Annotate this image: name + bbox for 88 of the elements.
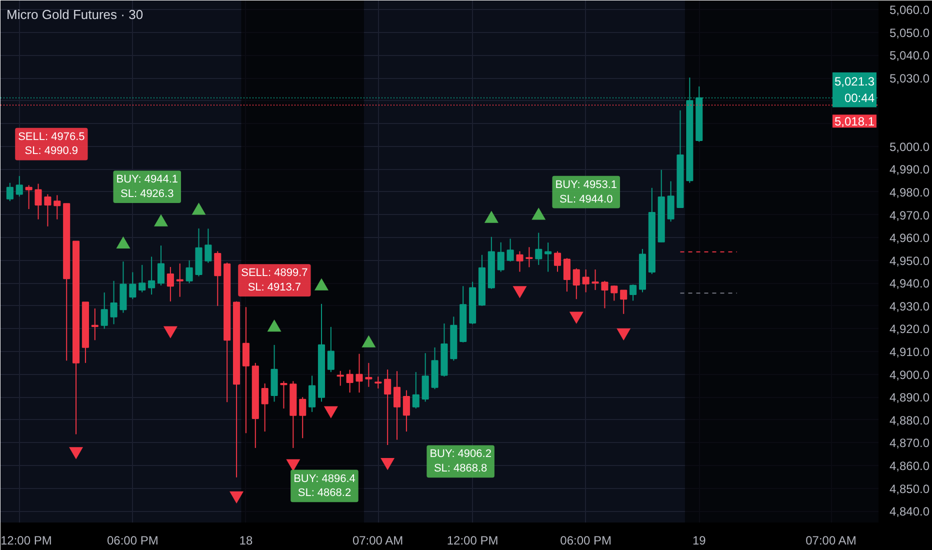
annotation: SELL: 4976.5 SL: 4990.9 bbox=[18, 130, 85, 158]
candlestick bbox=[336, 370, 344, 386]
candlestick bbox=[667, 180, 674, 222]
x-tick-label: 19 bbox=[692, 534, 706, 548]
candlestick bbox=[16, 176, 23, 198]
x-tick-label: 07:00 AM bbox=[806, 534, 856, 548]
candlestick bbox=[516, 250, 524, 272]
y-tick-label: 4,860.0 bbox=[890, 459, 930, 474]
candlestick bbox=[280, 380, 288, 410]
x-tick-label: 18 bbox=[239, 534, 253, 548]
candlestick bbox=[6, 182, 14, 202]
candlestick bbox=[544, 242, 552, 272]
candlestick bbox=[535, 232, 542, 266]
ref-line-label: 5,018.1 bbox=[834, 114, 875, 129]
candlestick bbox=[346, 369, 354, 394]
candlestick bbox=[506, 238, 514, 262]
candlestick bbox=[34, 183, 42, 220]
candlestick bbox=[630, 284, 637, 302]
candlestick bbox=[299, 396, 306, 439]
y-tick-label: 4,910.0 bbox=[890, 345, 930, 360]
y-tick-label: 4,950.0 bbox=[890, 254, 930, 268]
annotation: BUY: 4896.4 SL: 4868.2 bbox=[294, 472, 356, 500]
y-tick-label: 4,850.0 bbox=[890, 482, 930, 496]
y-tick-label: 4,880.0 bbox=[890, 413, 930, 428]
candlestick bbox=[384, 369, 392, 446]
y-tick-label: 4,840.0 bbox=[890, 504, 930, 519]
y-tick-label: 5,050.0 bbox=[890, 26, 930, 40]
x-tick-label: 12:00 PM bbox=[0, 534, 52, 548]
candlestick bbox=[148, 256, 156, 296]
candlestick bbox=[365, 362, 372, 388]
y-tick-label: 4,890.0 bbox=[890, 390, 930, 405]
candlestick bbox=[393, 370, 401, 440]
candlestick bbox=[554, 250, 562, 272]
y-tick-label: 5,060.0 bbox=[890, 3, 930, 18]
candlestick bbox=[308, 375, 316, 412]
candlestick bbox=[592, 268, 599, 290]
candlestick bbox=[204, 228, 212, 264]
y-tick-label: 4,970.0 bbox=[890, 208, 930, 222]
x-tick-label: 07:00 AM bbox=[352, 534, 404, 548]
y-tick-label: 4,930.0 bbox=[890, 299, 930, 314]
ref-line-label: 5,021.3 00:44 bbox=[834, 74, 875, 106]
y-tick-label: 5,000.0 bbox=[890, 140, 930, 154]
text: Micro Gold Futures · 30 bbox=[6, 7, 144, 22]
candlestick bbox=[100, 292, 108, 330]
candlestick bbox=[138, 264, 146, 293]
candlestick bbox=[54, 194, 61, 220]
annotation: BUY: 4953.1 SL: 4944.0 bbox=[555, 178, 618, 206]
y-tick-label: 4,920.0 bbox=[890, 322, 930, 336]
candlestick bbox=[129, 272, 136, 300]
y-tick-label: 5,030.0 bbox=[890, 72, 930, 86]
y-tick-label: 4,870.0 bbox=[890, 436, 930, 450]
x-tick-label: 12:00 PM bbox=[446, 534, 498, 548]
candlestick bbox=[157, 245, 165, 286]
annotation: SELL: 4899.7 SL: 4913.7 bbox=[241, 267, 308, 294]
x-tick-label: 06:00 PM bbox=[560, 534, 612, 548]
candlestick bbox=[572, 268, 580, 300]
candlestick bbox=[110, 280, 118, 325]
candlestick bbox=[214, 250, 222, 306]
x-tick-label: 06:00 PM bbox=[106, 534, 158, 548]
candlestick bbox=[25, 184, 32, 210]
y-tick-label: 5,040.0 bbox=[890, 48, 930, 63]
y-tick-label: 4,900.0 bbox=[890, 368, 930, 382]
candlestick bbox=[356, 353, 363, 394]
y-tick-label: 4,960.0 bbox=[890, 231, 930, 246]
candlestick bbox=[176, 263, 184, 298]
candlestick bbox=[582, 268, 590, 293]
candlestick bbox=[374, 376, 382, 389]
candlestick bbox=[44, 194, 52, 227]
candlestick bbox=[563, 258, 570, 292]
y-tick-label: 4,980.0 bbox=[890, 185, 930, 200]
candlestick bbox=[620, 289, 628, 314]
candlestick bbox=[610, 284, 618, 302]
annotation: BUY: 4906.2 SL: 4868.8 bbox=[430, 448, 492, 475]
candlestick bbox=[186, 260, 193, 284]
candlestick bbox=[327, 326, 334, 373]
candlestick bbox=[91, 308, 98, 341]
candlestick bbox=[166, 266, 174, 302]
candlestick bbox=[526, 246, 533, 268]
candlestick bbox=[412, 372, 420, 410]
candlestick bbox=[261, 382, 268, 432]
candlestick bbox=[601, 280, 608, 309]
y-tick-label: 4,990.0 bbox=[890, 162, 930, 177]
candlestick bbox=[497, 242, 504, 272]
candlestick bbox=[402, 390, 410, 432]
candlestick bbox=[422, 352, 429, 402]
candlestick bbox=[242, 306, 250, 434]
y-tick-label: 4,940.0 bbox=[890, 276, 930, 291]
annotation: BUY: 4944.1 SL: 4926.3 bbox=[116, 174, 178, 200]
